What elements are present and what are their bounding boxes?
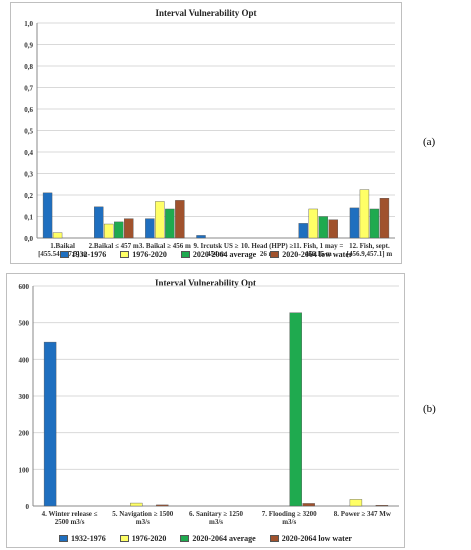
- bar: [298, 223, 308, 239]
- bar: [165, 208, 175, 239]
- chart-a-legend: 1932-1976 1976-2020 2020-2064 average 20…: [11, 250, 401, 259]
- bar: [318, 216, 328, 239]
- x-tick-label: 5. Navigation ≥ 1500 m3/s: [112, 510, 174, 526]
- y-tick-label: 0,4: [24, 149, 33, 157]
- bar: [196, 235, 206, 239]
- y-tick-label: 0,5: [24, 128, 33, 136]
- legend-item: 1932-1976: [59, 250, 106, 259]
- y-tick-label: 0,8: [24, 63, 33, 71]
- legend-item: 2020-2064 low water: [269, 534, 352, 543]
- panel-label-b: (b): [423, 403, 436, 415]
- chart-title: Interval Vulnerability Opt: [155, 8, 257, 18]
- y-tick-label: 0,2: [24, 192, 33, 200]
- bar: [375, 505, 389, 507]
- panel-label-a: (a): [423, 136, 436, 148]
- x-tick-label: 12. Fish, sept. [456.9,457.1] m: [347, 242, 393, 258]
- legend-item: 2020-2064 average: [180, 534, 256, 543]
- bar: [114, 221, 124, 239]
- bar: [104, 223, 114, 239]
- bar: [124, 218, 134, 239]
- legend-item: 1976-2020: [120, 250, 167, 259]
- legend-swatch: [269, 535, 279, 542]
- bar: [155, 201, 165, 239]
- y-tick-label: 500: [19, 320, 30, 328]
- legend-swatch: [180, 251, 190, 258]
- bar: [328, 219, 338, 239]
- legend-item: 1976-2020: [119, 534, 166, 543]
- bar: [369, 208, 380, 239]
- bar: [156, 504, 169, 507]
- legend-swatch: [59, 535, 69, 542]
- chart-panel-b: Interval Vulnerability Opt 0 100 200 300 400…: [6, 273, 405, 548]
- bar: [349, 207, 360, 239]
- y-tick-label: 0,0: [24, 235, 33, 243]
- y-tick-label: 600: [19, 283, 30, 291]
- bar: [302, 503, 315, 507]
- bar: [289, 312, 302, 507]
- bar: [379, 198, 390, 239]
- legend-item: 1932-1976: [59, 534, 106, 543]
- y-tick-label: 100: [19, 466, 30, 474]
- bar: [94, 206, 104, 239]
- x-tick-label: 11. Fish, 1 may = 456.15 m: [293, 242, 343, 258]
- x-tick-label: 8. Power ≥ 347 Mw: [334, 510, 392, 518]
- bar: [130, 502, 143, 507]
- bar: [359, 189, 370, 239]
- x-tick-label: 2.Baikal ≤ 457 m: [89, 242, 139, 250]
- y-tick-label: 1,0: [24, 20, 33, 28]
- bar: [145, 218, 155, 239]
- bar: [52, 232, 63, 239]
- y-tick-label: 0: [26, 503, 30, 511]
- bar: [349, 499, 363, 507]
- x-tick-label: 3. Baikal ≥ 456 m: [139, 242, 191, 250]
- y-tick-label: 300: [19, 393, 30, 401]
- chart-b-plot: 0 100 200 300 400 500 600 4. Winter release ≤25…: [19, 283, 399, 526]
- y-tick-label: 400: [19, 356, 30, 364]
- chart-title: Interval Vulnerability Opt: [154, 278, 256, 288]
- y-tick-label: 0,6: [24, 106, 33, 114]
- x-tick-label: 10. Head (HPP) ≥26 m: [241, 242, 294, 258]
- chart-a-plot: 0,00,10,20,30,40,50,60,70,80,91,01.Baika…: [24, 20, 395, 258]
- y-tick-label: 0,9: [24, 42, 33, 50]
- legend-swatch: [119, 535, 129, 542]
- x-tick-label: 4. Winter release ≤2500 m3/s: [42, 510, 98, 526]
- legend-swatch: [270, 251, 280, 258]
- x-tick-label: 9. Ircutsk US ≥454 m: [194, 242, 239, 258]
- x-tick-label: 6. Sanitary ≥ 1250 m3/s: [189, 510, 244, 526]
- legend-swatch: [59, 251, 69, 258]
- y-tick-label: 0,1: [24, 214, 33, 222]
- chart-panel-a: Interval Vulnerability Opt 0,0 0,1 0,2 0,3 0…: [10, 2, 402, 264]
- legend-item: 2020-2064 average: [180, 250, 256, 259]
- bar: [43, 341, 57, 507]
- chart-b-legend: 1932-1976 1976-2020 2020-2064 average 20…: [7, 534, 404, 543]
- legend-swatch: [120, 251, 130, 258]
- legend-swatch: [180, 535, 190, 542]
- x-tick-label: 7. Flooding ≥ 3200 m3/s: [262, 510, 317, 526]
- y-tick-label: 0,7: [24, 85, 33, 93]
- bar: [42, 192, 53, 239]
- y-tick-label: 200: [19, 430, 30, 438]
- y-tick-label: 0,3: [24, 171, 33, 179]
- bar: [175, 200, 185, 239]
- bar: [308, 208, 318, 239]
- legend-item: 2020-2064 low water: [270, 250, 352, 259]
